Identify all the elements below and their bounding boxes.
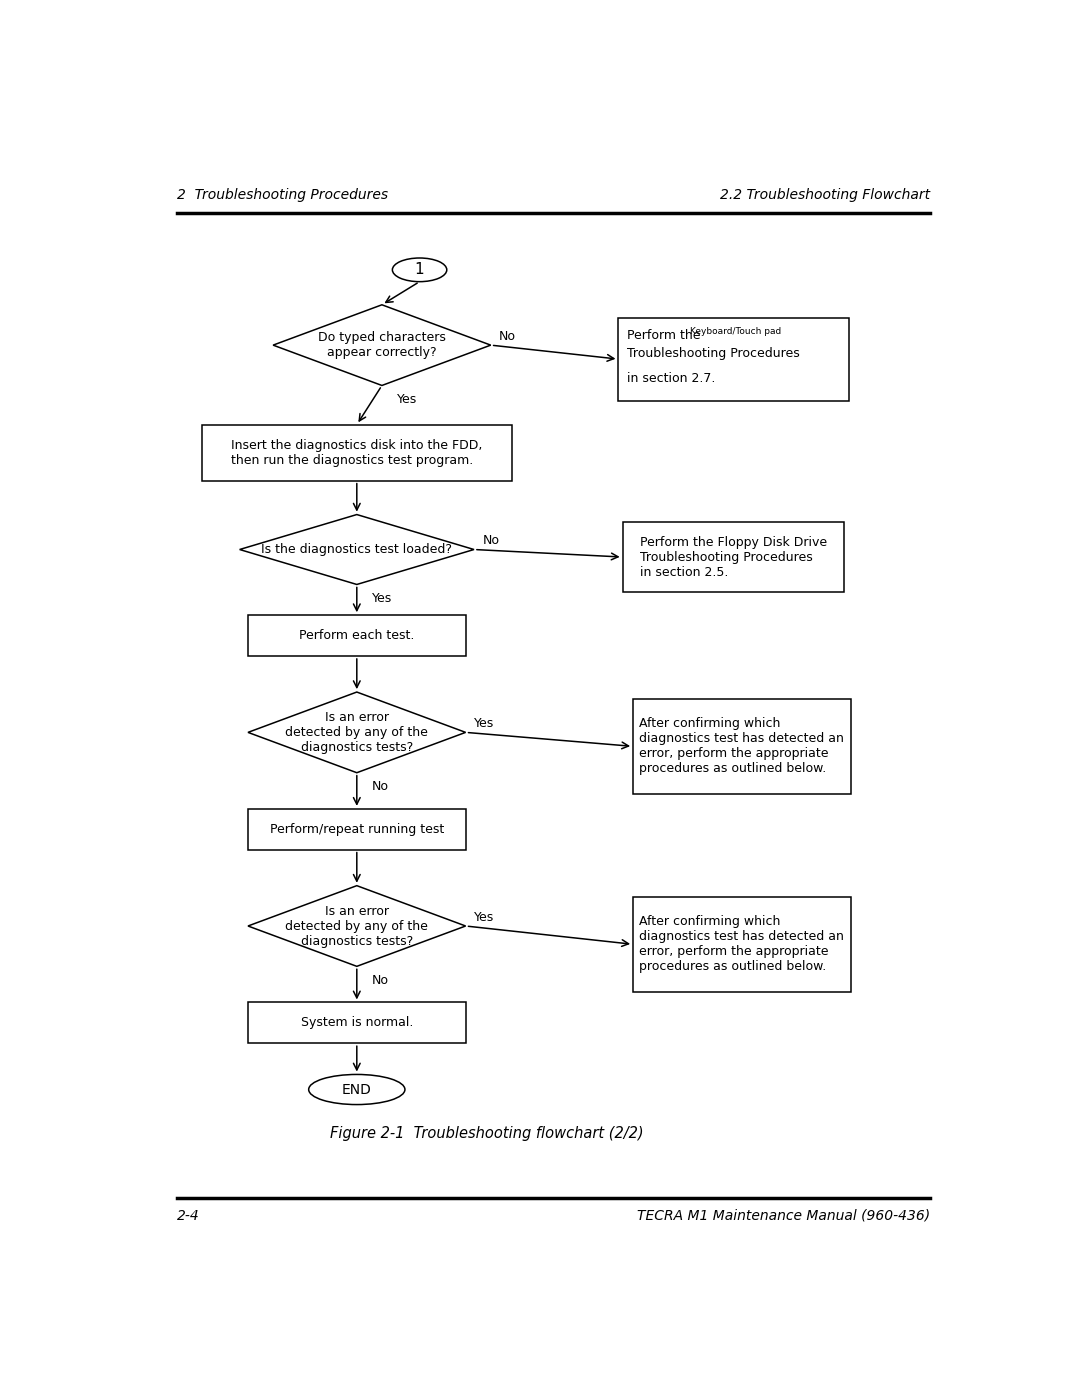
Text: After confirming which
diagnostics test has detected an
error, perform the appro: After confirming which diagnostics test … — [639, 718, 845, 775]
Ellipse shape — [392, 258, 447, 282]
Text: No: No — [372, 974, 389, 986]
Polygon shape — [273, 305, 490, 386]
FancyBboxPatch shape — [633, 698, 851, 793]
Text: END: END — [342, 1083, 372, 1097]
Text: in section 2.7.: in section 2.7. — [626, 372, 715, 386]
Text: Yes: Yes — [474, 717, 495, 731]
Text: No: No — [483, 535, 499, 548]
Text: Perform the Floppy Disk Drive
Troubleshooting Procedures
in section 2.5.: Perform the Floppy Disk Drive Troublesho… — [639, 535, 827, 578]
FancyBboxPatch shape — [248, 809, 465, 849]
Text: Do typed characters
appear correctly?: Do typed characters appear correctly? — [318, 331, 446, 359]
Text: Yes: Yes — [474, 911, 495, 923]
Polygon shape — [240, 514, 474, 584]
Text: Is an error
detected by any of the
diagnostics tests?: Is an error detected by any of the diagn… — [285, 904, 429, 947]
Text: Perform each test.: Perform each test. — [299, 629, 415, 643]
Text: No: No — [372, 780, 389, 793]
Polygon shape — [248, 692, 465, 773]
Text: Is an error
detected by any of the
diagnostics tests?: Is an error detected by any of the diagn… — [285, 711, 429, 754]
FancyBboxPatch shape — [248, 1003, 465, 1044]
Text: Yes: Yes — [372, 592, 392, 605]
FancyBboxPatch shape — [633, 897, 851, 992]
Text: 1: 1 — [415, 263, 424, 278]
Text: 2  Troubleshooting Procedures: 2 Troubleshooting Procedures — [177, 189, 388, 203]
FancyBboxPatch shape — [619, 317, 849, 401]
Polygon shape — [248, 886, 465, 967]
Text: System is normal.: System is normal. — [300, 1016, 413, 1030]
Text: 2-4: 2-4 — [177, 1208, 200, 1222]
Text: Perform the: Perform the — [626, 328, 704, 342]
Text: Troubleshooting Procedures: Troubleshooting Procedures — [626, 348, 799, 360]
Text: TECRA M1 Maintenance Manual (960-436): TECRA M1 Maintenance Manual (960-436) — [637, 1208, 930, 1222]
FancyBboxPatch shape — [202, 425, 512, 481]
Text: 2.2 Troubleshooting Flowchart: 2.2 Troubleshooting Flowchart — [720, 189, 930, 203]
Text: No: No — [499, 330, 516, 344]
Text: Keyboard/Touch pad: Keyboard/Touch pad — [689, 327, 781, 335]
Text: After confirming which
diagnostics test has detected an
error, perform the appro: After confirming which diagnostics test … — [639, 915, 845, 974]
Text: Is the diagnostics test loaded?: Is the diagnostics test loaded? — [261, 543, 453, 556]
Text: Perform/repeat running test: Perform/repeat running test — [270, 823, 444, 835]
FancyBboxPatch shape — [248, 615, 465, 657]
FancyBboxPatch shape — [622, 522, 845, 592]
Text: Yes: Yes — [397, 393, 417, 407]
Text: Insert the diagnostics disk into the FDD,
then run the diagnostics test program.: Insert the diagnostics disk into the FDD… — [231, 439, 483, 467]
Text: Figure 2-1  Troubleshooting flowchart (2/2): Figure 2-1 Troubleshooting flowchart (2/… — [329, 1126, 644, 1141]
Ellipse shape — [309, 1074, 405, 1105]
